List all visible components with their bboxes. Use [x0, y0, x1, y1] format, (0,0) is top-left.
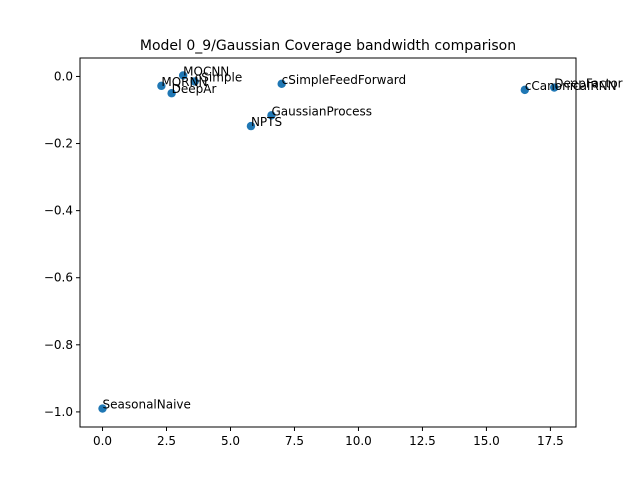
- y-tick-label: 0.0: [54, 69, 73, 83]
- y-tick-label: −0.6: [44, 271, 73, 285]
- data-point: [178, 71, 188, 80]
- data-point: [550, 83, 559, 92]
- point-label: cSimple: [195, 70, 243, 84]
- data-point: [190, 77, 199, 86]
- y-tick-label: −1.0: [44, 405, 73, 419]
- y-axis: 0.0 −0.2 −0.4 −0.6 −0.8 −1.0: [44, 69, 80, 419]
- x-tick-label: 2.5: [157, 434, 176, 448]
- data-point: [267, 111, 276, 120]
- point-label: MQCNN: [183, 64, 229, 78]
- y-tick-label: −0.2: [44, 137, 73, 151]
- point-label: NPTS: [251, 115, 282, 129]
- data-point: [277, 79, 286, 89]
- point-label: SeasonalNaive: [103, 398, 191, 412]
- point-label: DeepAr: [172, 82, 217, 96]
- data-points: [98, 71, 559, 413]
- point-label: DeepFactor: [554, 77, 622, 91]
- plot-frame: [79, 57, 577, 428]
- point-label: cCanonicalRNN: [525, 79, 617, 93]
- x-tick-label: 10.0: [345, 434, 372, 448]
- x-tick-label: 5.0: [221, 434, 240, 448]
- point-label: GaussianProcess: [271, 104, 372, 118]
- x-tick-label: 15.0: [473, 434, 500, 448]
- data-point: [98, 404, 107, 413]
- x-tick-label: 12.5: [409, 434, 436, 448]
- data-point: [167, 89, 176, 98]
- x-tick-label: 0.0: [93, 434, 112, 448]
- y-tick-label: −0.8: [44, 338, 73, 352]
- point-label: MQRNN: [161, 75, 207, 89]
- x-tick-label: 17.5: [537, 434, 564, 448]
- y-tick-label: −0.4: [44, 204, 73, 218]
- data-point: [520, 85, 530, 95]
- x-tick-label: 7.5: [285, 434, 304, 448]
- data-point: [157, 81, 166, 91]
- chart-title: Model 0_9/Gaussian Coverage bandwidth co…: [140, 38, 516, 54]
- point-label: cSimpleFeedForward: [282, 73, 406, 87]
- x-axis: 0.0 2.5 5.0 7.5 10.0 12.5 15.0 17.5: [93, 427, 564, 448]
- data-point: [246, 121, 256, 131]
